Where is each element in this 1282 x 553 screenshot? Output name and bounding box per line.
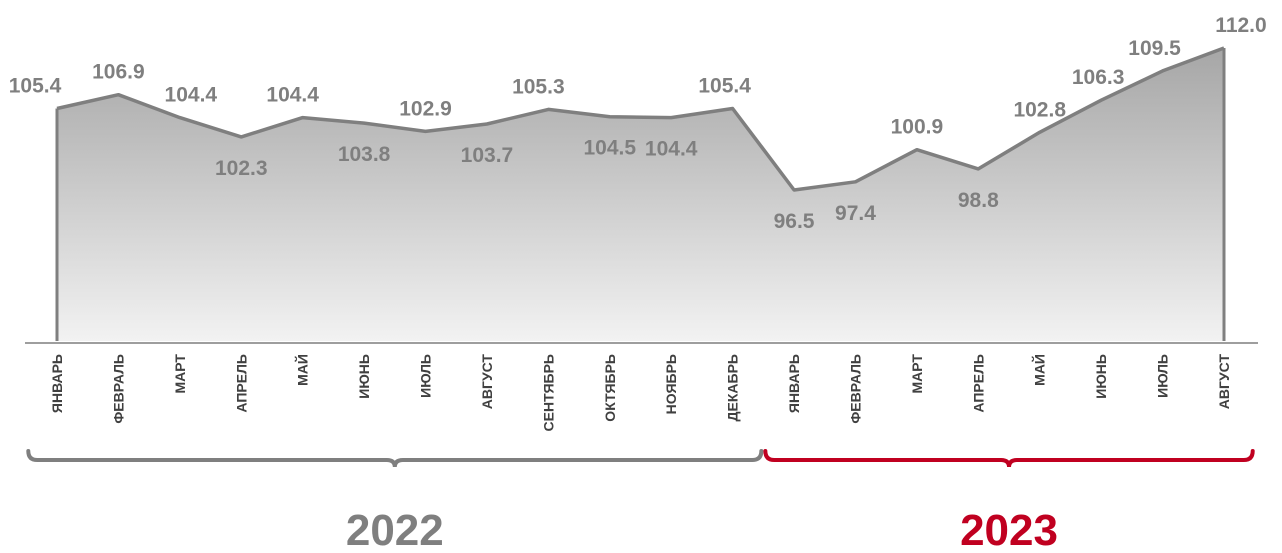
category-label: МАРТ bbox=[172, 354, 188, 394]
year-braces bbox=[26, 449, 1255, 468]
category-label: ФЕВРАЛЬ bbox=[847, 354, 863, 424]
category-label: СЕНТЯБРЬ bbox=[540, 354, 556, 431]
value-label: 105.4 bbox=[698, 74, 751, 97]
value-label: 109.5 bbox=[1128, 37, 1181, 60]
year-label-2022: 2022 bbox=[346, 506, 444, 553]
category-label: МАЙ bbox=[1031, 354, 1048, 386]
category-label: ОКТЯБРЬ bbox=[602, 354, 618, 422]
category-label: ФЕВРАЛЬ bbox=[110, 354, 126, 424]
year-labels: 2022 2023 bbox=[346, 506, 1058, 553]
category-label: МАРТ bbox=[909, 354, 925, 394]
category-label: ЯНВАРЬ bbox=[49, 354, 65, 413]
value-label: 106.9 bbox=[92, 61, 145, 84]
category-label: ИЮЛЬ bbox=[1155, 354, 1171, 398]
value-labels: 105.4 106.9 104.4 102.3 104.4 103.8 102.9 103.7… bbox=[9, 14, 1267, 233]
year-brace-2023 bbox=[763, 449, 1255, 468]
year-label-2023: 2023 bbox=[960, 506, 1058, 553]
value-label: 105.3 bbox=[512, 75, 565, 98]
value-label: 98.8 bbox=[958, 189, 999, 212]
value-label: 103.8 bbox=[338, 143, 391, 166]
axis-ticks bbox=[55, 48, 1226, 341]
value-label: 104.4 bbox=[266, 84, 319, 107]
value-label: 103.7 bbox=[461, 144, 514, 167]
series-line bbox=[56, 46, 1225, 192]
category-label: ИЮНЬ bbox=[1093, 354, 1109, 399]
category-label: МАЙ bbox=[294, 354, 311, 386]
value-label: 106.3 bbox=[1072, 66, 1125, 89]
year-brace-2022 bbox=[26, 449, 764, 468]
category-label: ДЕКАБРЬ bbox=[725, 354, 741, 421]
value-label: 100.9 bbox=[891, 116, 944, 139]
value-label: 112.0 bbox=[1215, 14, 1266, 37]
category-label: АПРЕЛЬ bbox=[970, 354, 986, 413]
value-label: 104.5 bbox=[584, 137, 637, 160]
value-label: 102.8 bbox=[1013, 98, 1066, 121]
value-label: 102.9 bbox=[399, 97, 452, 120]
value-label: 104.4 bbox=[645, 138, 698, 161]
category-label: АПРЕЛЬ bbox=[233, 354, 249, 413]
value-label: 105.4 bbox=[9, 74, 62, 97]
category-label: АВГУСТ bbox=[479, 354, 495, 410]
area-fill bbox=[57, 48, 1224, 341]
category-labels: ЯНВАРЬ ФЕВРАЛЬ МАРТ АПРЕЛЬ МАЙ ИЮНЬ ИЮЛЬ АВГУСТ… bbox=[49, 354, 1232, 432]
category-label: НОЯБРЬ bbox=[663, 354, 679, 414]
value-label: 96.5 bbox=[774, 210, 815, 233]
category-label: АВГУСТ bbox=[1216, 354, 1232, 410]
value-label: 102.3 bbox=[215, 157, 268, 180]
value-label: 104.4 bbox=[165, 84, 218, 107]
category-label: ИЮЛЬ bbox=[418, 354, 434, 398]
category-label: ИЮНЬ bbox=[356, 354, 372, 399]
value-label: 97.4 bbox=[835, 202, 876, 225]
category-label: ЯНВАРЬ bbox=[786, 354, 802, 413]
